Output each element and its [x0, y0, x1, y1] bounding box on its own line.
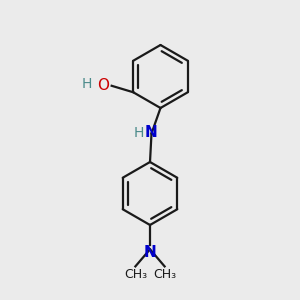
- Text: CH₃: CH₃: [124, 268, 147, 281]
- Text: H: H: [134, 126, 144, 140]
- Text: O: O: [97, 78, 109, 93]
- Text: H: H: [82, 77, 92, 91]
- Text: N: N: [144, 245, 156, 260]
- Text: N: N: [145, 125, 158, 140]
- Text: CH₃: CH₃: [153, 268, 176, 281]
